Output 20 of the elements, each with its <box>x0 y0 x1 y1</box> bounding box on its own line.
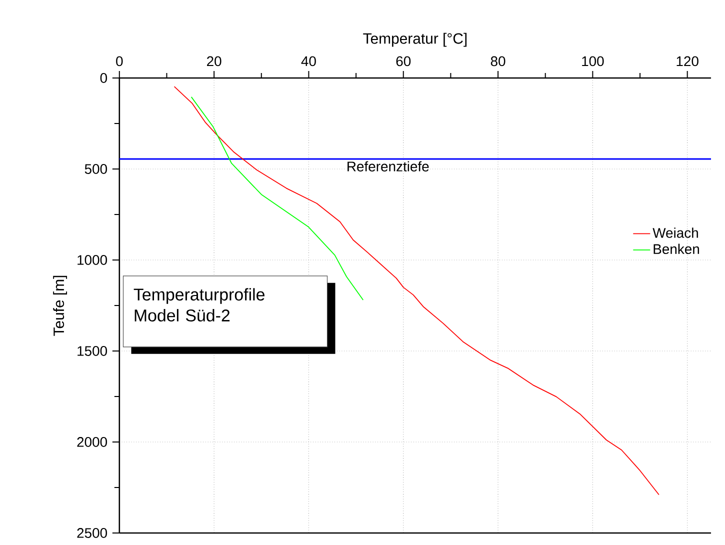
y-tick-label: 2000 <box>77 437 108 447</box>
x-tick-label: 120 <box>676 56 698 66</box>
legend-label: Benken <box>654 244 700 254</box>
legend-label: Weiach <box>652 228 698 238</box>
x-tick-label: 60 <box>396 56 411 66</box>
y-tick-label: 2500 <box>77 528 108 538</box>
y-tick-label: 0 <box>100 73 108 83</box>
x-tick-label: 100 <box>582 56 604 66</box>
y-tick-label: 1000 <box>78 255 108 265</box>
x-tick-label: 40 <box>301 56 316 66</box>
annotation: Model Süd-2 <box>134 309 230 322</box>
x-axis-title: Temperatur [°C] <box>363 32 467 47</box>
annotation: Temperaturprofile <box>134 288 264 304</box>
y-axis-title: Teufe [m] <box>53 276 68 336</box>
x-tick-label: 80 <box>490 56 506 66</box>
ref-line-label: Referenztiefe <box>348 161 429 172</box>
x-tick-label: 20 <box>207 56 222 66</box>
y-tick-label: 500 <box>84 164 108 174</box>
x-tick-label: 0 <box>116 56 123 66</box>
y-tick-label: 1500 <box>78 346 108 356</box>
